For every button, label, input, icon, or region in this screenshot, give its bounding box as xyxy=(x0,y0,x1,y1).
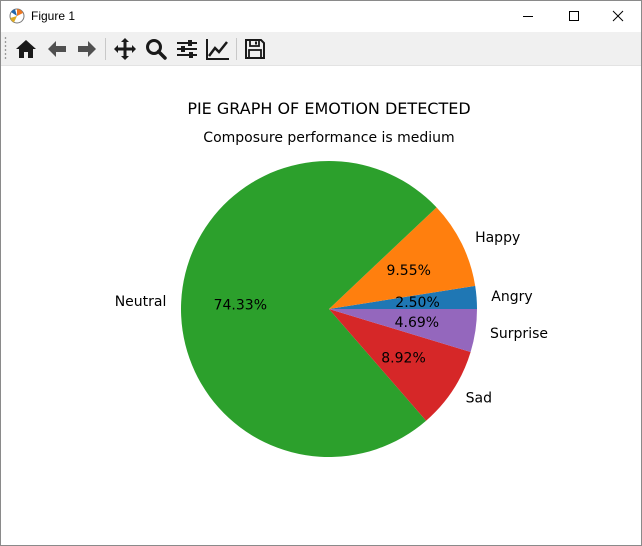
home-button[interactable] xyxy=(12,36,40,62)
chart-title: PIE GRAPH OF EMOTION DETECTED xyxy=(187,99,470,118)
close-icon xyxy=(612,10,624,22)
slice-percent-angry: 2.50% xyxy=(395,295,439,311)
title-bar: Figure 1 xyxy=(1,1,641,31)
slice-label-happy: Happy xyxy=(475,230,520,246)
back-arrow-icon xyxy=(48,41,66,57)
zoom-magnifier-icon xyxy=(146,39,167,60)
figure-canvas: PIE GRAPH OF EMOTION DETECTED Composure … xyxy=(1,66,641,545)
slice-percent-neutral: 74.33% xyxy=(214,298,267,314)
navigation-toolbar xyxy=(1,32,641,66)
pie-slice-surprise xyxy=(329,309,477,352)
zoom-button[interactable] xyxy=(142,36,170,62)
pie-slices xyxy=(181,161,477,457)
back-button[interactable] xyxy=(43,36,71,62)
window-title: Figure 1 xyxy=(31,9,76,23)
pie-chart: PIE GRAPH OF EMOTION DETECTED Composure … xyxy=(115,99,548,457)
edit-axis-button[interactable] xyxy=(204,36,232,62)
pan-move-icon xyxy=(114,38,136,60)
maximize-button[interactable] xyxy=(551,1,597,31)
toolbar-separator xyxy=(236,38,237,60)
close-button[interactable] xyxy=(595,1,641,31)
configure-subplots-button[interactable] xyxy=(173,36,201,62)
save-floppy-icon xyxy=(245,39,265,59)
slice-percent-sad: 8.92% xyxy=(381,350,425,366)
slice-label-angry: Angry xyxy=(491,289,532,305)
pie-labels: Angry 2.50% Happy 9.55% Neutral 74.33% Sad 8.92… xyxy=(115,230,548,406)
pan-button[interactable] xyxy=(111,36,139,62)
slice-percent-happy: 9.55% xyxy=(386,263,430,279)
toolbar-separator xyxy=(105,38,106,60)
pie-slice-happy xyxy=(329,207,476,309)
slice-label-sad: Sad xyxy=(466,391,492,407)
forward-arrow-icon xyxy=(78,41,96,57)
pie-slice-neutral xyxy=(181,161,437,457)
minimize-icon xyxy=(523,16,533,17)
configure-subplots-icon xyxy=(177,40,197,58)
slice-label-surprise: Surprise xyxy=(490,326,548,342)
slice-percent-surprise: 4.69% xyxy=(395,315,439,331)
toolbar-grip xyxy=(4,36,7,61)
maximize-icon xyxy=(569,11,579,21)
matplotlib-app-icon xyxy=(9,8,25,24)
edit-axis-curve-icon xyxy=(206,39,229,60)
forward-button[interactable] xyxy=(73,36,101,62)
pie-slice-angry xyxy=(329,285,477,309)
pie-slice-sad xyxy=(329,309,471,421)
slice-label-neutral: Neutral xyxy=(115,294,167,310)
save-button[interactable] xyxy=(241,36,269,62)
minimize-button[interactable] xyxy=(505,1,551,31)
chart-subtitle: Composure performance is medium xyxy=(203,130,454,146)
home-icon xyxy=(16,40,36,58)
